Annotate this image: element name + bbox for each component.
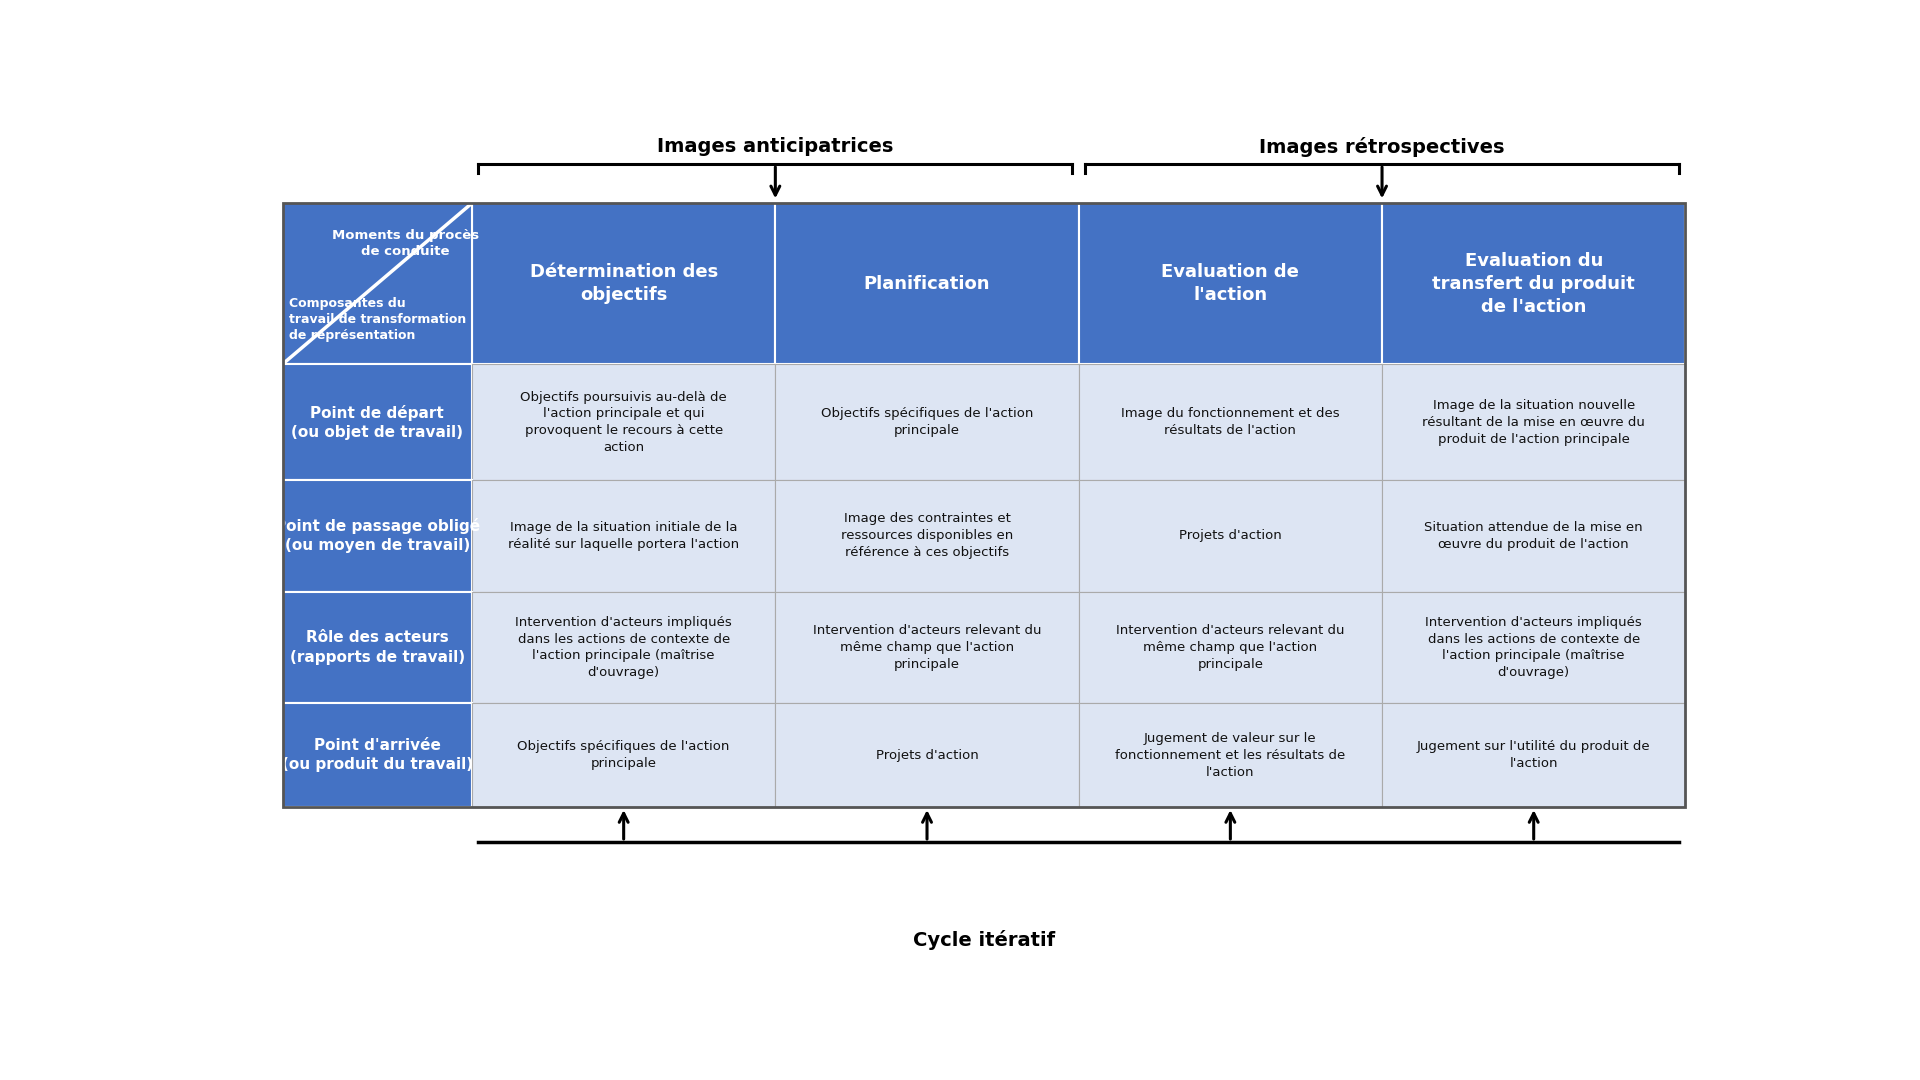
Text: Evaluation du
transfert du produit
de l'action: Evaluation du transfert du produit de l'… <box>1432 252 1636 315</box>
Bar <box>1079 480 1382 592</box>
Text: Intervention d'acteurs impliqués
dans les actions de contexte de
l'action princi: Intervention d'acteurs impliqués dans le… <box>515 616 732 679</box>
Text: Détermination des
objectifs: Détermination des objectifs <box>530 264 718 305</box>
Bar <box>1382 592 1686 703</box>
Text: Rôle des acteurs
(rapports de travail): Rôle des acteurs (rapports de travail) <box>290 631 465 664</box>
Text: Projets d'action: Projets d'action <box>1179 529 1283 542</box>
Text: Objectifs poursuivis au-delà de
l'action principale et qui
provoquent le recours: Objectifs poursuivis au-delà de l'action… <box>520 391 728 454</box>
Bar <box>472 480 776 592</box>
Bar <box>1079 592 1382 703</box>
Text: Intervention d'acteurs relevant du
même champ que l'action
principale: Intervention d'acteurs relevant du même … <box>812 624 1041 671</box>
Text: Objectifs spécifiques de l'action
principale: Objectifs spécifiques de l'action princi… <box>518 740 730 770</box>
Text: Cycle itératif: Cycle itératif <box>912 930 1056 949</box>
Bar <box>1382 703 1686 807</box>
Bar <box>776 364 1079 480</box>
Bar <box>1079 364 1382 480</box>
Text: Image de la situation initiale de la
réalité sur laquelle portera l'action: Image de la situation initiale de la réa… <box>509 521 739 551</box>
Text: Composantes du
travail de transformation
de représentation: Composantes du travail de transformation… <box>288 297 467 341</box>
Text: Image du fonctionnement et des
résultats de l'action: Image du fonctionnement et des résultats… <box>1121 407 1340 437</box>
Text: Projets d'action: Projets d'action <box>876 748 979 761</box>
Text: Point de passage obligé
(ou moyen de travail): Point de passage obligé (ou moyen de tra… <box>275 518 480 553</box>
Bar <box>1079 203 1382 364</box>
Bar <box>776 592 1079 703</box>
Bar <box>1382 203 1686 364</box>
Text: Intervention d'acteurs impliqués
dans les actions de contexte de
l'action princi: Intervention d'acteurs impliqués dans le… <box>1425 616 1642 679</box>
Bar <box>282 364 472 480</box>
Bar <box>282 203 1686 807</box>
Bar <box>472 364 776 480</box>
Text: Jugement sur l'utilité du produit de
l'action: Jugement sur l'utilité du produit de l'a… <box>1417 740 1651 770</box>
Text: Images rétrospectives: Images rétrospectives <box>1260 136 1505 157</box>
Bar <box>472 203 776 364</box>
Bar <box>776 480 1079 592</box>
Text: Image des contraintes et
ressources disponibles en
référence à ces objectifs: Image des contraintes et ressources disp… <box>841 513 1014 559</box>
Bar <box>1382 364 1686 480</box>
Bar <box>282 592 472 703</box>
Text: Evaluation de
l'action: Evaluation de l'action <box>1162 264 1300 305</box>
Text: Images anticipatrices: Images anticipatrices <box>657 137 893 156</box>
Bar <box>472 703 776 807</box>
Bar <box>1382 480 1686 592</box>
Bar <box>282 480 472 592</box>
Bar <box>282 203 472 364</box>
Text: Jugement de valeur sur le
fonctionnement et les résultats de
l'action: Jugement de valeur sur le fonctionnement… <box>1116 732 1346 779</box>
Text: Moments du procès
de conduite: Moments du procès de conduite <box>332 229 480 258</box>
Bar <box>776 203 1079 364</box>
Bar <box>282 703 472 807</box>
Text: Planification: Planification <box>864 274 991 293</box>
Text: Point de départ
(ou objet de travail): Point de départ (ou objet de travail) <box>292 405 463 440</box>
Bar <box>1079 703 1382 807</box>
Bar <box>776 703 1079 807</box>
Text: Image de la situation nouvelle
résultant de la mise en œuvre du
produit de l'act: Image de la situation nouvelle résultant… <box>1423 399 1645 445</box>
Text: Intervention d'acteurs relevant du
même champ que l'action
principale: Intervention d'acteurs relevant du même … <box>1116 624 1344 671</box>
Text: Situation attendue de la mise en
œuvre du produit de l'action: Situation attendue de la mise en œuvre d… <box>1425 521 1644 551</box>
Text: Point d'arrivée
(ou produit du travail): Point d'arrivée (ou produit du travail) <box>282 738 472 772</box>
Text: Objectifs spécifiques de l'action
principale: Objectifs spécifiques de l'action princi… <box>822 407 1033 437</box>
Bar <box>472 592 776 703</box>
